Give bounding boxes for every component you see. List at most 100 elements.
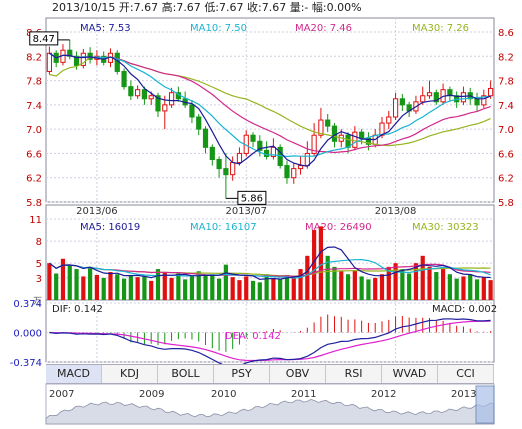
volume-bar-down [325, 255, 330, 300]
candle-down [87, 52, 93, 60]
volume-bar-up [440, 269, 446, 300]
price-ma-legend: MA20: 7.46 [295, 23, 352, 34]
tab-cci[interactable]: CCI [438, 365, 494, 383]
tab-boll[interactable]: BOLL [158, 365, 214, 383]
volume-bar-up [162, 272, 167, 300]
volume-bar-up [169, 277, 174, 300]
price-tick-right: 5.8 [498, 198, 514, 209]
macd-dea-label: DEA: 0.142 [225, 331, 281, 342]
tab-rsi[interactable]: RSI [326, 365, 382, 383]
macd-tick-label: 0.374 [13, 299, 42, 310]
volume-bar-up [481, 277, 486, 300]
volume-bar-up [461, 276, 466, 300]
macd-value-label: MACD: 0.002 [432, 304, 497, 315]
timeline-year-label: 2010 [211, 389, 236, 400]
volume-bar-down [74, 269, 79, 300]
candle-up [135, 89, 141, 97]
volume-bar-up [488, 280, 493, 300]
volume-bar-up [237, 280, 242, 300]
volume-bar-down [101, 277, 106, 300]
volume-ma10-line [49, 258, 491, 279]
price-ma-legend: MA10: 7.50 [190, 23, 247, 34]
volume-bar-up [244, 276, 249, 300]
volume-bar-down [216, 278, 222, 300]
volume-bar-up [94, 274, 100, 300]
tab-kdj[interactable]: KDJ [102, 365, 158, 383]
candle-down [284, 165, 290, 179]
price-tick-left: 7.0 [26, 125, 42, 136]
candle-down [447, 89, 453, 97]
volume-bar-down [176, 273, 181, 300]
candle-up [80, 52, 86, 66]
volume-bar-down [400, 269, 405, 300]
candle-up [168, 92, 175, 106]
candle-up [270, 146, 276, 157]
tab-wvad[interactable]: WVAD [382, 365, 438, 383]
volume-tick-label: 11 [29, 215, 42, 226]
tab-psy[interactable]: PSY [214, 365, 270, 383]
volume-bar-down [468, 274, 473, 300]
volume-bar-up [373, 277, 378, 300]
volume-bar-up [352, 270, 357, 300]
volume-ma-legend: MA20: 26490 [305, 222, 372, 233]
volume-bar-down [359, 276, 364, 300]
price-tick-right: 8.6 [498, 28, 514, 39]
volume-bar-up [420, 255, 425, 300]
quote-low: 低:7.67 [204, 1, 244, 14]
high-marker-box [29, 31, 59, 46]
quote-header: 2013/10/15 开:7.67 高:7.67 低:7.67 收:7.67 量… [52, 0, 362, 16]
timeline-year-label: 2011 [291, 389, 316, 400]
macd-dea-line [49, 320, 491, 362]
volume-bar-up [413, 263, 419, 300]
volume-panel-frame [45, 204, 495, 301]
volume-bar-up [81, 276, 86, 300]
price-tick-left: 7.8 [26, 77, 42, 88]
candle-down [155, 95, 161, 112]
low-marker-box [237, 190, 267, 205]
candle-up [481, 95, 487, 106]
volume-bar-down [196, 271, 201, 300]
quote-close: 收:7.67 [247, 1, 287, 14]
candle-down [73, 55, 80, 66]
timeline-year-label: 2012 [371, 389, 396, 400]
timeline-year-label: 2013 [451, 389, 476, 400]
indicator-tabs: MACD KDJ BOLL PSY OBV RSI WVAD CCI [46, 364, 494, 384]
volume-bar-up [47, 263, 52, 300]
volume-bar-down [121, 278, 127, 300]
volume-bar-down [155, 269, 161, 300]
price-x-label: 2013/06 [76, 206, 118, 217]
candle-up [236, 152, 243, 164]
volume-bar-down [366, 279, 371, 300]
candle-up [304, 152, 310, 167]
volume-bar-down [88, 266, 93, 300]
volume-bar-up [230, 277, 235, 300]
price-tick-right: 7.8 [498, 77, 514, 88]
volume-bar-down [223, 264, 228, 300]
tab-macd[interactable]: MACD [46, 365, 102, 383]
candle-down [202, 128, 209, 148]
volume-bar-up [135, 277, 140, 300]
price-ma-legend: MA30: 7.26 [412, 23, 469, 34]
price-tick-left: 6.2 [26, 174, 42, 185]
candle-down [216, 159, 222, 170]
price-tick-left: 5.8 [26, 198, 42, 209]
candle-up [386, 116, 392, 124]
volume-bar-up [312, 230, 317, 300]
candle-down [121, 70, 127, 88]
candle-down [223, 168, 229, 176]
candle-up [420, 95, 426, 103]
price-tick-left: 7.4 [26, 101, 42, 112]
candle-up [460, 92, 467, 103]
price-x-label: 2013/08 [375, 206, 417, 217]
volume-bar-down [434, 272, 439, 300]
volume-bar-down [142, 276, 147, 300]
low-marker-label: 5.86 [241, 193, 263, 204]
candle-down [196, 116, 202, 130]
tab-obv[interactable]: OBV [270, 365, 326, 383]
candle-down [141, 89, 148, 100]
candle-down [209, 146, 215, 161]
volume-bar-down [278, 279, 283, 300]
volume-bar-up [427, 266, 432, 300]
volume-tick-label: 5 [36, 259, 42, 270]
macd-dif-label: DIF: 0.142 [52, 304, 103, 315]
